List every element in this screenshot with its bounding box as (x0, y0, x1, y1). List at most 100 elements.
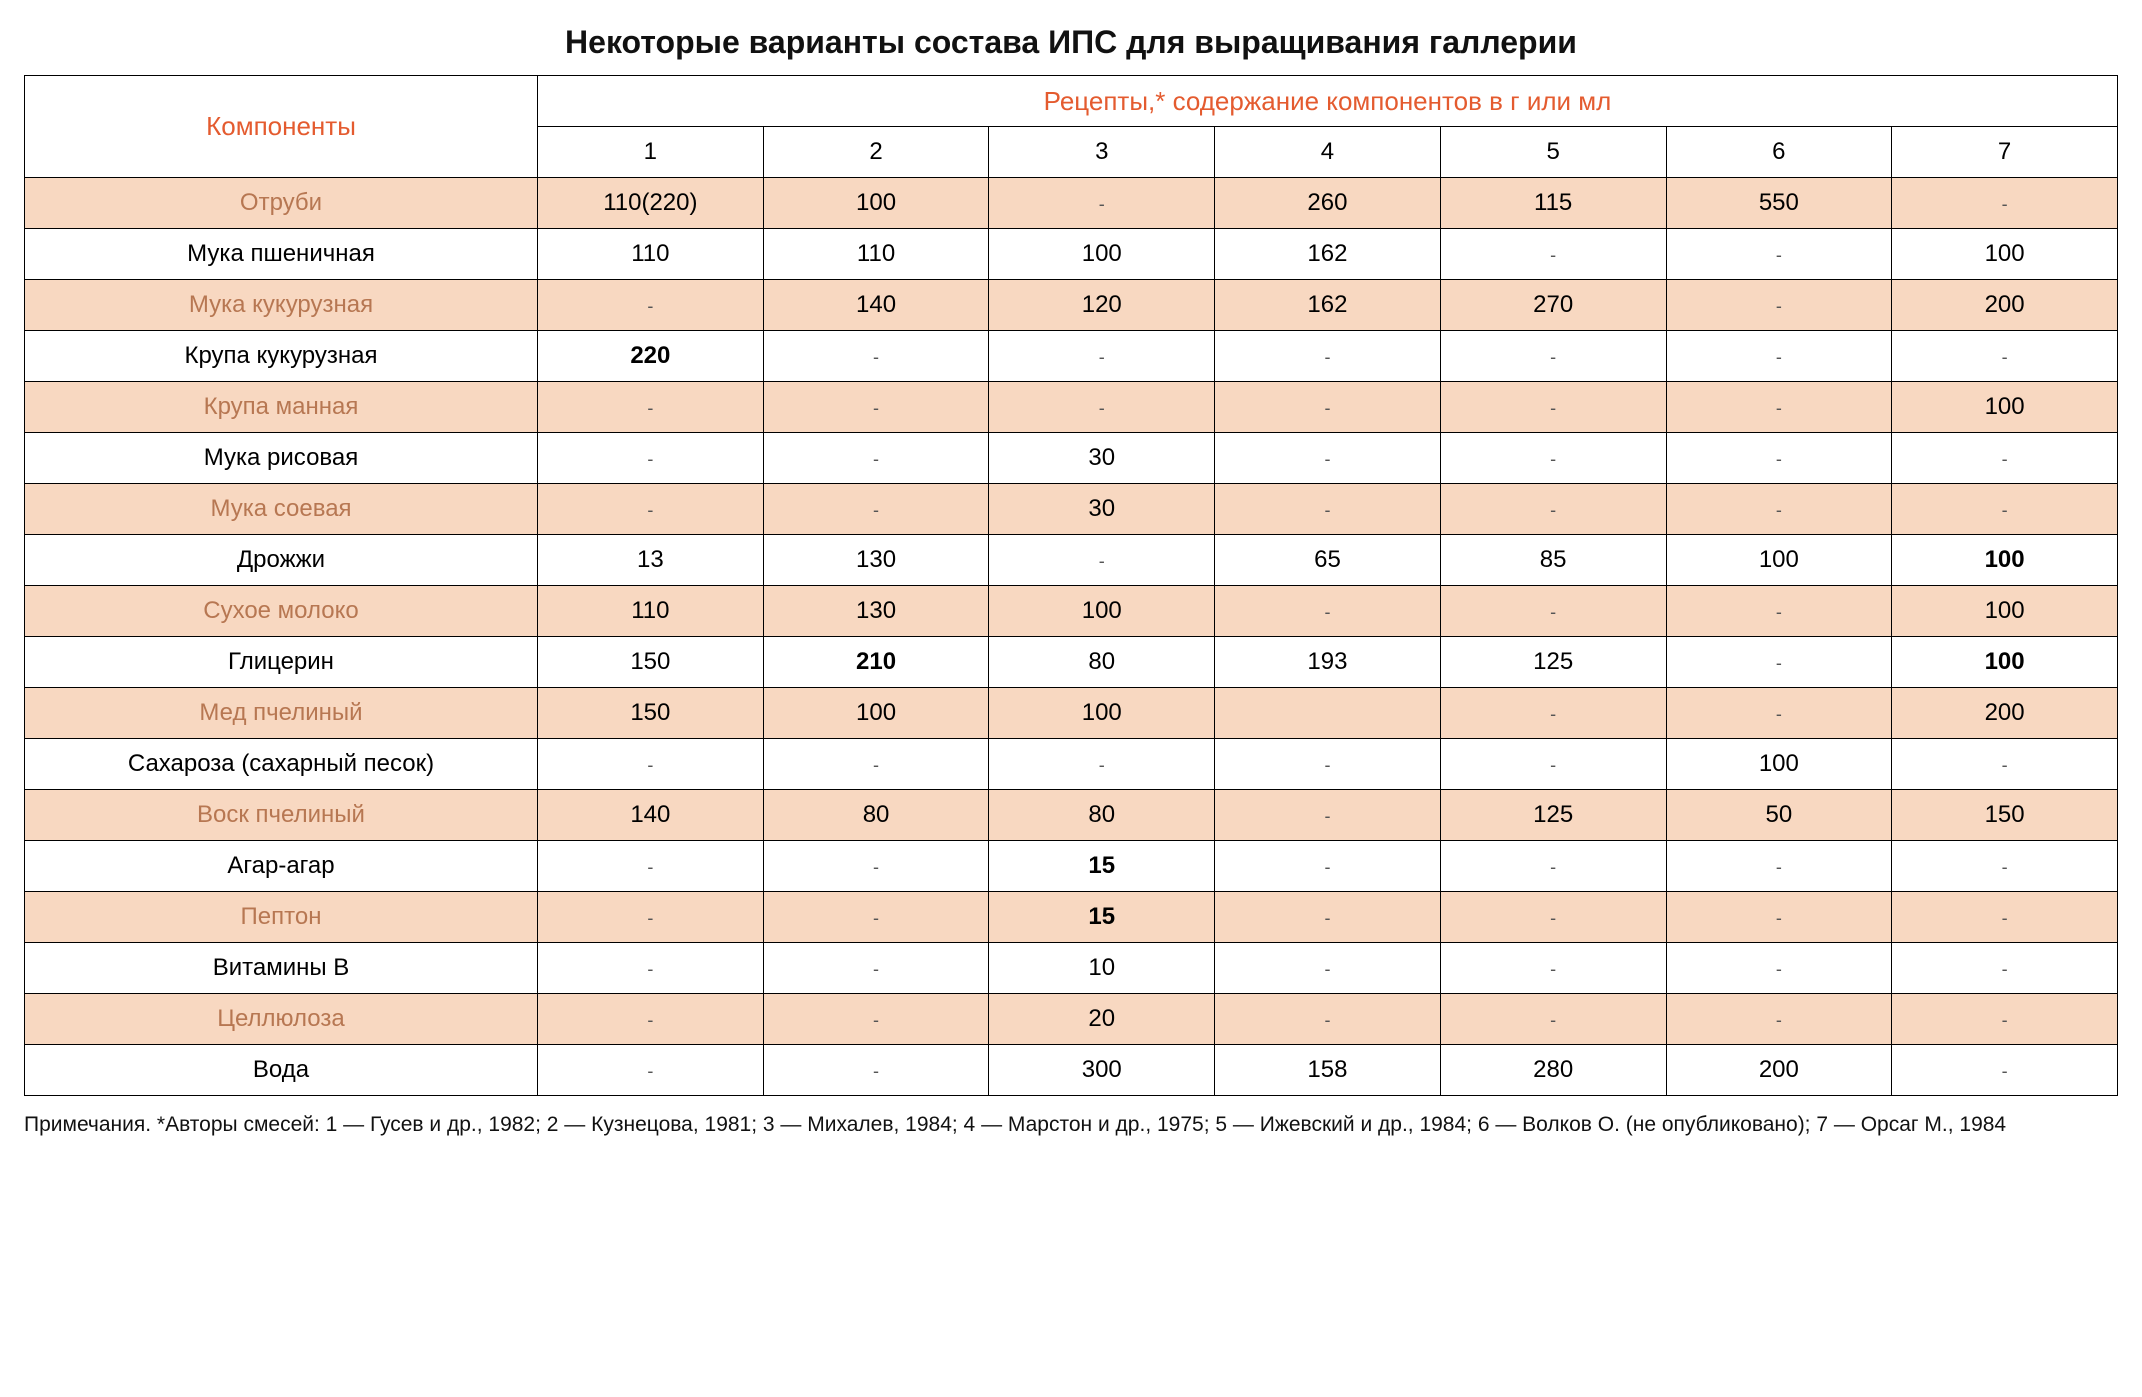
value-cell: - (1215, 331, 1441, 382)
component-label: Агар-агар (25, 841, 538, 892)
value-cell: 100 (1892, 586, 2118, 637)
value-cell: 150 (1892, 790, 2118, 841)
component-label: Мед пчелиный (25, 688, 538, 739)
value-cell: - (763, 484, 989, 535)
value-cell: 158 (1215, 1045, 1441, 1096)
value-cell: - (1215, 382, 1441, 433)
value-cell: - (1666, 994, 1892, 1045)
value-cell: - (1215, 739, 1441, 790)
page-title: Некоторые варианты состава ИПС для выращ… (24, 24, 2118, 61)
value-cell: - (1215, 892, 1441, 943)
value-cell: - (1440, 994, 1666, 1045)
value-cell: - (989, 535, 1215, 586)
value-cell: - (1666, 688, 1892, 739)
component-label: Дрожжи (25, 535, 538, 586)
table-row: Глицерин15021080193125-100 (25, 637, 2118, 688)
value-cell: - (1892, 1045, 2118, 1096)
value-cell: 15 (989, 841, 1215, 892)
value-cell: 30 (989, 433, 1215, 484)
value-cell (1215, 688, 1441, 739)
value-cell: 15 (989, 892, 1215, 943)
table-row: Крупа кукурузная220------ (25, 331, 2118, 382)
value-cell: 550 (1666, 178, 1892, 229)
value-cell: 100 (763, 688, 989, 739)
component-label: Целлюлоза (25, 994, 538, 1045)
value-cell: 100 (1666, 535, 1892, 586)
value-cell: 220 (537, 331, 763, 382)
value-cell: 140 (763, 280, 989, 331)
table-row: Дрожжи13130-6585100100 (25, 535, 2118, 586)
value-cell: - (537, 841, 763, 892)
value-cell: - (1892, 739, 2118, 790)
value-cell: 270 (1440, 280, 1666, 331)
value-cell: 50 (1666, 790, 1892, 841)
value-cell: - (537, 943, 763, 994)
value-cell: - (1215, 994, 1441, 1045)
value-cell: - (989, 178, 1215, 229)
header-col-5: 5 (1440, 127, 1666, 178)
value-cell: 200 (1892, 688, 2118, 739)
component-label: Крупа кукурузная (25, 331, 538, 382)
value-cell: - (1892, 943, 2118, 994)
value-cell: - (763, 841, 989, 892)
value-cell: 120 (989, 280, 1215, 331)
value-cell: - (1440, 331, 1666, 382)
value-cell: - (763, 892, 989, 943)
table-row: Витамины В--10---- (25, 943, 2118, 994)
value-cell: - (537, 1045, 763, 1096)
component-label: Крупа манная (25, 382, 538, 433)
value-cell: 100 (1892, 637, 2118, 688)
component-label: Мука пшеничная (25, 229, 538, 280)
value-cell: 80 (989, 790, 1215, 841)
value-cell: 140 (537, 790, 763, 841)
header-col-7: 7 (1892, 127, 2118, 178)
value-cell: 85 (1440, 535, 1666, 586)
component-label: Мука соевая (25, 484, 538, 535)
value-cell: - (763, 1045, 989, 1096)
value-cell: 125 (1440, 790, 1666, 841)
header-recipes: Рецепты,* содержание компонентов в г или… (537, 76, 2117, 127)
value-cell: 100 (989, 688, 1215, 739)
value-cell: - (1440, 484, 1666, 535)
table-row: Целлюлоза--20---- (25, 994, 2118, 1045)
value-cell: 20 (989, 994, 1215, 1045)
value-cell: - (989, 739, 1215, 790)
value-cell: - (1892, 433, 2118, 484)
value-cell: 65 (1215, 535, 1441, 586)
value-cell: 13 (537, 535, 763, 586)
table-row: Вода--300158280200- (25, 1045, 2118, 1096)
value-cell: 100 (1666, 739, 1892, 790)
value-cell: - (1666, 280, 1892, 331)
table-row: Крупа манная------100 (25, 382, 2118, 433)
value-cell: - (1440, 943, 1666, 994)
table-row: Отруби110(220)100-260115550- (25, 178, 2118, 229)
value-cell: - (1892, 484, 2118, 535)
value-cell: - (763, 739, 989, 790)
value-cell: - (1440, 739, 1666, 790)
header-col-6: 6 (1666, 127, 1892, 178)
value-cell: 80 (763, 790, 989, 841)
value-cell: - (537, 280, 763, 331)
component-label: Отруби (25, 178, 538, 229)
value-cell: - (537, 739, 763, 790)
value-cell: 200 (1666, 1045, 1892, 1096)
value-cell: 162 (1215, 229, 1441, 280)
value-cell: 130 (763, 586, 989, 637)
value-cell: - (1892, 841, 2118, 892)
component-label: Мука рисовая (25, 433, 538, 484)
value-cell: 110 (537, 229, 763, 280)
component-label: Глицерин (25, 637, 538, 688)
value-cell: - (989, 382, 1215, 433)
table-row: Воск пчелиный1408080-12550150 (25, 790, 2118, 841)
header-col-4: 4 (1215, 127, 1441, 178)
value-cell: - (537, 484, 763, 535)
value-cell: - (1440, 229, 1666, 280)
value-cell: 300 (989, 1045, 1215, 1096)
value-cell: - (1666, 229, 1892, 280)
value-cell: 130 (763, 535, 989, 586)
value-cell: 150 (537, 637, 763, 688)
value-cell: - (763, 943, 989, 994)
value-cell: 110 (763, 229, 989, 280)
value-cell: 260 (1215, 178, 1441, 229)
value-cell: - (763, 994, 989, 1045)
